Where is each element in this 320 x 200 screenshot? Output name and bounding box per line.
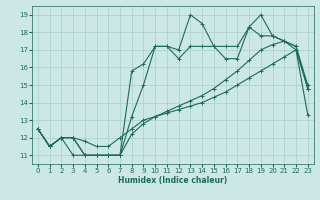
X-axis label: Humidex (Indice chaleur): Humidex (Indice chaleur) — [118, 176, 228, 185]
